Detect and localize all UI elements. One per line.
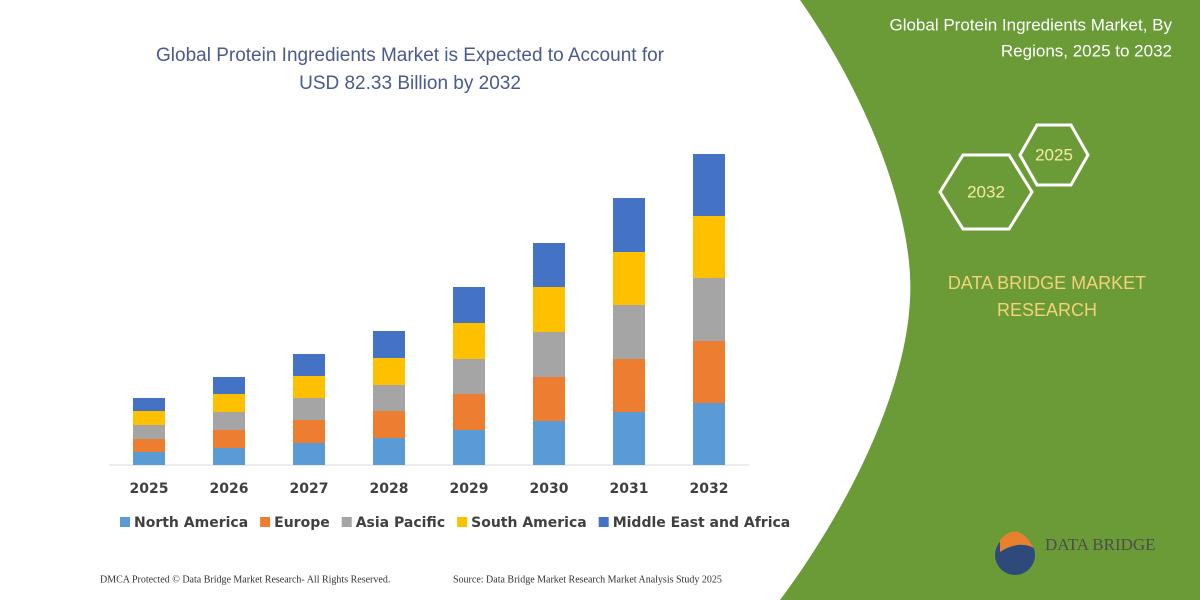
logo: DATA BRIDGE (995, 531, 1156, 575)
bar-segment (453, 359, 485, 394)
legend-swatch (598, 517, 609, 527)
brand-text: RESEARCH (997, 300, 1097, 320)
hexagon (1018, 123, 1090, 187)
bar-segment (213, 448, 245, 465)
bar-segment (293, 398, 325, 420)
bar-segment (213, 377, 245, 394)
bar-segment (613, 359, 645, 412)
panel-title: Regions, 2025 to 2032 (1001, 41, 1172, 60)
x-tick-label: 2025 (130, 481, 169, 497)
bar-segment (453, 430, 485, 465)
bar-segment (533, 377, 565, 421)
bar-segment (453, 287, 485, 323)
bar-segment (373, 411, 405, 438)
brand-text: DATA BRIDGE MARKET (948, 273, 1146, 293)
bar-segment (213, 430, 245, 448)
legend-swatch (260, 517, 271, 527)
bar-segment (613, 305, 645, 359)
bar-segment (213, 412, 245, 430)
bar-segment (533, 332, 565, 377)
bar-segment (693, 154, 725, 216)
chart-title: USD 82.33 Billion by 2032 (299, 73, 521, 94)
bar-segment (373, 331, 405, 358)
legend-swatch (457, 517, 468, 527)
bar-segment (453, 323, 485, 359)
chart-title: Global Protein Ingredients Market is Exp… (156, 45, 665, 66)
bar-segment (373, 438, 405, 465)
panel-title: Global Protein Ingredients Market, By (889, 15, 1172, 34)
bar-segment (533, 243, 565, 287)
bar-segment (213, 394, 245, 412)
x-tick-label: 2028 (370, 481, 409, 497)
bar-segment (373, 358, 405, 385)
bar-segment (533, 421, 565, 465)
bar-segment (693, 403, 725, 465)
bar-segment (373, 385, 405, 411)
bar-segment (293, 443, 325, 465)
bar-segment (533, 287, 565, 332)
hexagon-label: 2025 (1035, 145, 1073, 164)
bar-segment (293, 376, 325, 398)
footer-text: DMCA Protected © Data Bridge Market Rese… (100, 574, 390, 585)
hexagon-label: 2032 (967, 182, 1005, 201)
bar-segment (613, 252, 645, 305)
x-tick-label: 2027 (290, 481, 329, 497)
legend-label: Middle East and Africa (613, 515, 791, 531)
bar-segment (613, 198, 645, 252)
bar-segment (293, 420, 325, 443)
bar-segment (133, 425, 165, 439)
legend-label: Asia Pacific (356, 515, 445, 531)
side-panel-bg (780, 0, 1200, 600)
bar-segment (133, 452, 165, 465)
logo-mark (1000, 531, 1034, 552)
x-tick-label: 2032 (690, 481, 729, 497)
x-tick-label: 2026 (210, 481, 249, 497)
legend-swatch (120, 517, 130, 527)
x-tick-label: 2031 (610, 481, 649, 497)
bar-segment (133, 411, 165, 425)
hexagon (938, 153, 1034, 231)
bar-segment (133, 398, 165, 411)
legend-label: South America (471, 515, 587, 531)
footer-text: Source: Data Bridge Market Research Mark… (453, 574, 722, 585)
logo-text: DATA BRIDGE (1045, 535, 1156, 554)
bar-segment (133, 439, 165, 452)
bar-segment (693, 341, 725, 403)
x-tick-label: 2029 (450, 481, 489, 497)
bar-segment (453, 394, 485, 430)
legend-label: Europe (274, 515, 330, 531)
x-tick-label: 2030 (530, 481, 569, 497)
bar-segment (293, 354, 325, 376)
bar-segment (613, 412, 645, 465)
bar-segment (693, 278, 725, 341)
legend-swatch (341, 517, 352, 527)
bar-segment (693, 216, 725, 278)
legend-label: North America (134, 515, 248, 531)
